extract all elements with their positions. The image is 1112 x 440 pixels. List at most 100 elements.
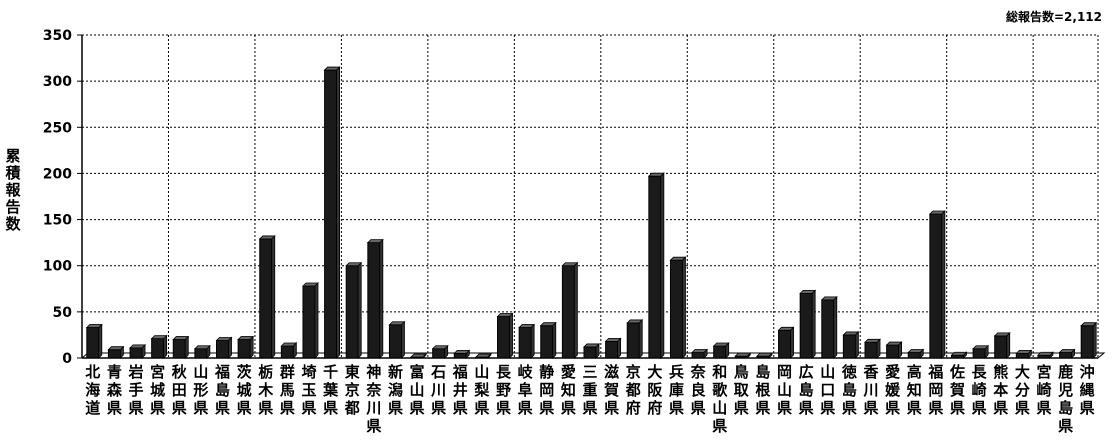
x-tick-label: 秋田県 (172, 363, 188, 417)
x-tick-label: 埼玉県 (301, 363, 316, 417)
x-tick-label: 群馬県 (280, 363, 295, 417)
bar-千葉県 (323, 66, 341, 359)
x-tick-label: 滋賀県 (603, 363, 619, 417)
y-axis-title-char: 報 (5, 181, 21, 199)
x-tick-label: 岡山県 (777, 363, 792, 417)
bar-side (573, 261, 578, 359)
y-axis-title-char: 積 (5, 164, 21, 182)
bar-北海道 (85, 323, 103, 359)
x-tick-label: 高知県 (907, 363, 922, 417)
bar (778, 329, 792, 359)
total-reports-label: 総報告数=2,112 (1005, 10, 1102, 24)
x-tick-label: 奈良県 (690, 363, 707, 417)
bar-side (919, 348, 924, 359)
bar (583, 346, 597, 359)
bar (302, 285, 316, 359)
y-tick-label: 300 (43, 74, 72, 90)
bar-栃木県 (258, 234, 276, 359)
x-tick-label: 徳島県 (841, 363, 857, 417)
bar-side (163, 334, 168, 359)
bar-和歌山県 (712, 342, 730, 359)
bar (388, 324, 402, 359)
bar-side (228, 336, 232, 359)
x-tick-label: 東京都 (344, 363, 360, 417)
bar-高知県 (907, 348, 925, 359)
bar-side (98, 323, 103, 359)
x-tick-label: 青森県 (107, 363, 123, 417)
bar (821, 299, 835, 359)
bar (1059, 351, 1073, 359)
bar-宮城県 (150, 334, 168, 359)
bar (1080, 325, 1094, 359)
bar (172, 339, 186, 359)
x-tick-label: 栃木県 (257, 363, 274, 417)
bar-石川県 (431, 344, 449, 359)
bar-静岡県 (539, 321, 557, 359)
x-tick-label: 宮城県 (150, 363, 165, 417)
bar-side (509, 312, 513, 359)
bar-side (120, 345, 124, 359)
bar (497, 315, 511, 359)
bar-青森県 (107, 345, 125, 359)
bar (972, 348, 986, 359)
bar-徳島県 (842, 330, 860, 359)
x-tick-label: 大分県 (1015, 363, 1030, 417)
y-axis-title-char: 数 (5, 215, 21, 233)
bar (648, 175, 662, 359)
bar (216, 339, 230, 359)
bar-side (768, 352, 773, 359)
bar-side (984, 344, 989, 359)
bar-side (552, 321, 557, 359)
bar (561, 265, 575, 359)
bar (86, 327, 100, 359)
x-tick-labels: 北海道青森県岩手県宮城県秋田県山形県福島県茨城県栃木県群馬県埼玉県千葉県東京都神… (85, 363, 1094, 435)
y-axis-title-char: 累 (5, 147, 21, 165)
bar-side (790, 326, 794, 359)
bar (950, 354, 964, 359)
bars (85, 66, 1098, 359)
bar-side (422, 353, 427, 359)
bar-side (638, 318, 643, 359)
bar (886, 344, 900, 359)
bar-side (292, 342, 297, 359)
y-tick-labels: 0 50 100 150 200 250 300 350 (43, 28, 72, 367)
bar-宮崎県 (1036, 351, 1054, 359)
y-axis-title: 累積報告数 (4, 148, 22, 233)
x-tick-label: 兵庫県 (669, 363, 684, 417)
x-tick-label: 北海道 (85, 363, 100, 417)
bar (929, 213, 943, 359)
bar-side (249, 335, 254, 359)
bar-side (725, 342, 730, 359)
bar-side (530, 323, 535, 359)
bar-三重県 (583, 342, 600, 359)
bar-埼玉県 (302, 282, 319, 359)
bar (626, 322, 640, 359)
bar-岩手県 (129, 343, 147, 359)
bar-side (617, 337, 622, 359)
bar (605, 340, 619, 359)
x-tick-label: 愛知県 (561, 363, 576, 417)
axes (77, 34, 1106, 359)
bar (691, 351, 705, 359)
y-tick-label: 200 (43, 166, 72, 182)
bar (237, 339, 251, 359)
bar (994, 335, 1008, 359)
bar-長野県 (496, 312, 514, 359)
bar (518, 327, 532, 359)
x-tick-label: 岩手県 (128, 363, 144, 417)
bar-side (833, 295, 838, 359)
bar-side (379, 238, 384, 359)
y-tick-label: 100 (43, 259, 72, 275)
bar-side (1049, 351, 1054, 359)
bar-広島県 (799, 289, 817, 359)
bar-side (703, 348, 708, 359)
bar (367, 242, 381, 359)
y-axis-title-char: 告 (5, 198, 21, 216)
bar-新潟県 (388, 320, 406, 359)
bar-島根県 (755, 352, 773, 359)
x-tick-label: 静岡県 (539, 363, 554, 417)
x-tick-label: 山梨県 (473, 363, 489, 417)
x-tick-label: 千葉県 (322, 363, 339, 417)
x-tick-label: 山口県 (820, 363, 835, 417)
x-tick-label: 宮崎県 (1036, 363, 1051, 417)
